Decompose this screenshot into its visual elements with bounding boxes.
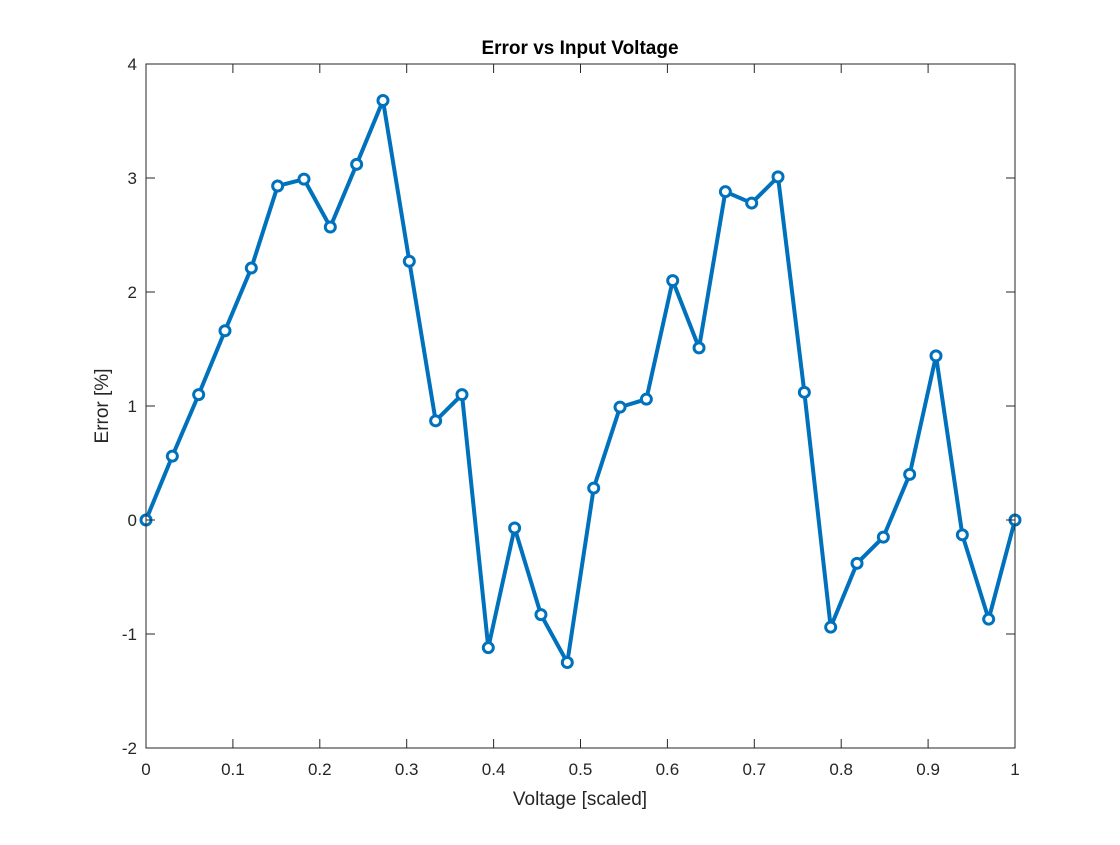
data-point-marker: [850, 556, 864, 570]
data-point-marker: [323, 220, 337, 234]
data-point-marker: [666, 274, 680, 288]
data-point-marker: [745, 196, 759, 210]
data-point-marker: [771, 170, 785, 184]
x-tick-label: 0.4: [482, 760, 506, 779]
data-point-marker: [244, 261, 258, 275]
data-point-marker: [350, 157, 364, 171]
y-tick-label: -2: [122, 739, 137, 758]
data-point-marker: [639, 392, 653, 406]
data-point-marker: [165, 449, 179, 463]
data-point-marker: [587, 481, 601, 495]
x-axis-label: Voltage [scaled]: [513, 789, 647, 810]
data-point-marker: [218, 324, 232, 338]
data-point-marker: [429, 414, 443, 428]
data-point-marker: [508, 521, 522, 535]
x-tick-label: 0.8: [829, 760, 853, 779]
data-point-marker: [402, 254, 416, 268]
y-tick-label: -1: [122, 625, 137, 644]
series-line: [144, 98, 1017, 665]
data-point-marker: [824, 620, 838, 634]
y-axis-label: Error [%]: [92, 369, 113, 444]
data-point-marker: [481, 641, 495, 655]
x-tick-label: 0: [141, 760, 150, 779]
data-point-marker: [903, 467, 917, 481]
data-point-marker: [718, 185, 732, 199]
data-point-marker: [455, 388, 469, 402]
y-tick-label: 0: [128, 511, 137, 530]
x-tick-label: 0.6: [656, 760, 680, 779]
y-tick-label: 1: [128, 397, 137, 416]
data-point-marker: [534, 608, 548, 622]
x-tick-label: 0.3: [395, 760, 419, 779]
x-tick-label: 0.5: [569, 760, 593, 779]
data-point-marker: [692, 341, 706, 355]
y-tick-label: 4: [128, 55, 137, 74]
x-axis-ticks: 0 0.1 0.2 0.3 0.4 0.5 0.6 0.7 0.8 0.9 1: [141, 64, 1020, 779]
data-point-marker: [982, 612, 996, 626]
data-point-marker: [797, 385, 811, 399]
y-tick-label: 2: [128, 283, 137, 302]
chart-title: Error vs Input Voltage: [481, 38, 678, 59]
series-layer: [139, 93, 1022, 669]
data-point-marker: [955, 528, 969, 542]
x-tick-label: 0.2: [308, 760, 332, 779]
x-tick-label: 0.7: [742, 760, 766, 779]
x-tick-label: 0.9: [916, 760, 940, 779]
data-point-marker: [929, 349, 943, 363]
data-point-marker: [297, 172, 311, 186]
data-point-marker: [560, 656, 574, 669]
y-tick-label: 3: [128, 169, 137, 188]
axes-background: [146, 64, 1015, 748]
data-point-marker: [876, 530, 890, 544]
data-point-marker: [192, 388, 206, 402]
x-tick-label: 1: [1010, 760, 1019, 779]
data-point-marker: [613, 400, 627, 414]
x-tick-label: 0.1: [221, 760, 245, 779]
y-axis-ticks: -2 -1 0 1 2 3 4: [122, 55, 1015, 758]
data-point-marker: [376, 93, 390, 107]
data-point-marker: [271, 179, 285, 193]
